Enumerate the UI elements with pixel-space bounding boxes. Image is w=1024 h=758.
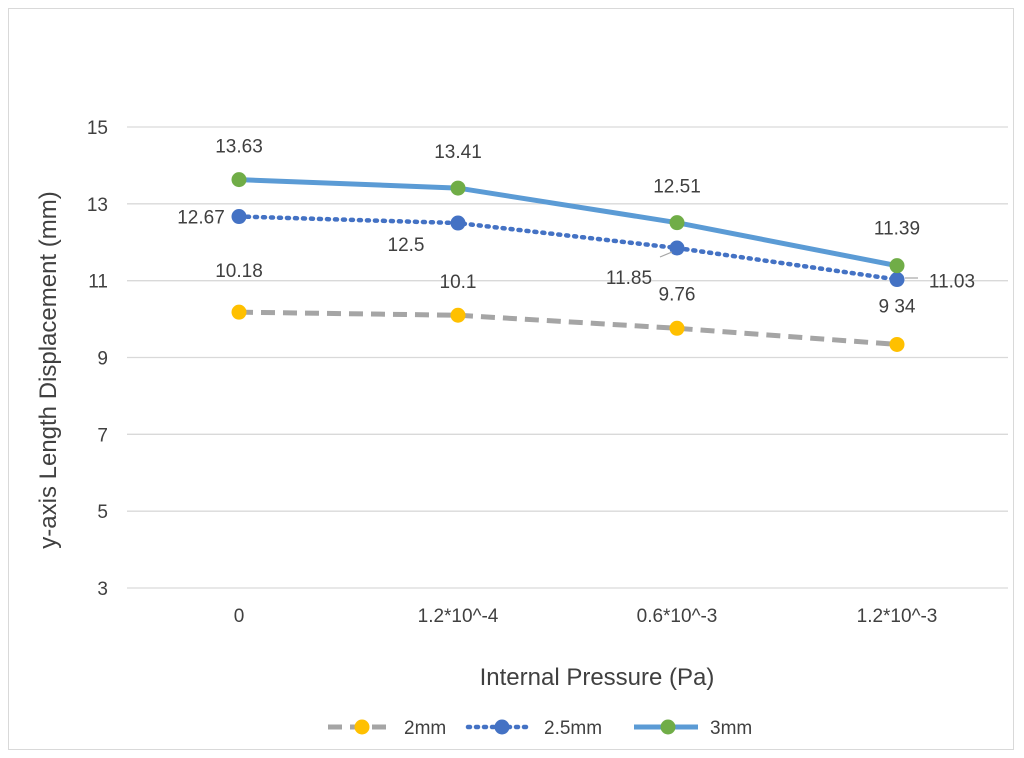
data-label-2mm: 10.18 [215,261,263,282]
data-label-2.5mm: 11.85 [606,268,652,289]
data-label-2.5mm: 12.5 [388,235,425,256]
data-point-2mm [231,304,247,320]
data-label-3mm: 13.63 [215,137,263,158]
data-label-2.5mm: 11.03 [929,272,975,293]
data-point-2mm [669,320,685,336]
x-axis-title: Internal Pressure (Pa) [480,664,715,691]
legend: 2mm 2.5mm 3mm [328,718,752,739]
y-tick-label: 13 [87,195,108,216]
y-tick-label: 3 [97,579,108,600]
data-label-3mm: 12.51 [653,177,701,198]
leader-line [659,251,673,258]
y-tick-label: 11 [88,272,108,293]
data-point-2mm [889,336,905,352]
legend-label-3mm: 3mm [710,718,752,739]
data-point-2.5mm [450,215,466,231]
legend-marker-3mm [660,719,676,735]
y-tick-label: 7 [97,425,108,446]
y-tick-label: 15 [87,118,108,139]
data-point-2.5mm [669,240,685,256]
data-label-2mm: 9.76 [659,284,696,305]
data-point-3mm [889,258,905,274]
data-label-3mm: 13.41 [434,142,482,163]
legend-label-2mm: 2mm [404,718,446,739]
data-point-3mm [669,215,685,231]
y-axis-title: y-axis Length Displacement (mm) [35,191,62,548]
legend-label-2.5mm: 2.5mm [544,718,602,739]
legend-marker-2mm [354,719,370,735]
data-point-2.5mm [231,209,247,225]
data-labels: 10.18 10.1 9.76 9 34 12.67 12.5 11.85 11.03 13.6… [177,137,975,318]
data-point-2mm [450,307,466,323]
series-line-3mm [238,177,898,269]
data-label-2mm: 9 34 [879,296,916,317]
gridlines [127,126,1008,589]
y-tick-label: 5 [97,502,108,523]
y-tick-label: 9 [97,349,108,370]
x-tick-label: 0.6*10^-3 [637,606,718,627]
x-tick-label: 0 [234,606,245,627]
series-lines [231,172,905,352]
data-label-3mm: 11.39 [874,219,920,240]
series-line-2.5mm [236,214,900,282]
data-point-3mm [231,172,247,188]
x-tick-label: 1.2*10^-3 [857,606,938,627]
y-axis-ticks: 3 5 7 9 11 13 15 [87,118,108,600]
data-point-2.5mm [889,272,905,288]
data-label-2.5mm: 12.67 [177,208,225,229]
x-tick-label: 1.2*10^-4 [418,606,499,627]
chart-frame [8,8,1014,750]
legend-marker-2.5mm [494,719,510,735]
x-axis-ticks: 0 1.2*10^-4 0.6*10^-3 1.2*10^-3 [234,606,938,627]
data-label-2mm: 10.1 [440,272,477,293]
data-point-3mm [450,180,466,196]
series-line-2mm [238,309,898,347]
